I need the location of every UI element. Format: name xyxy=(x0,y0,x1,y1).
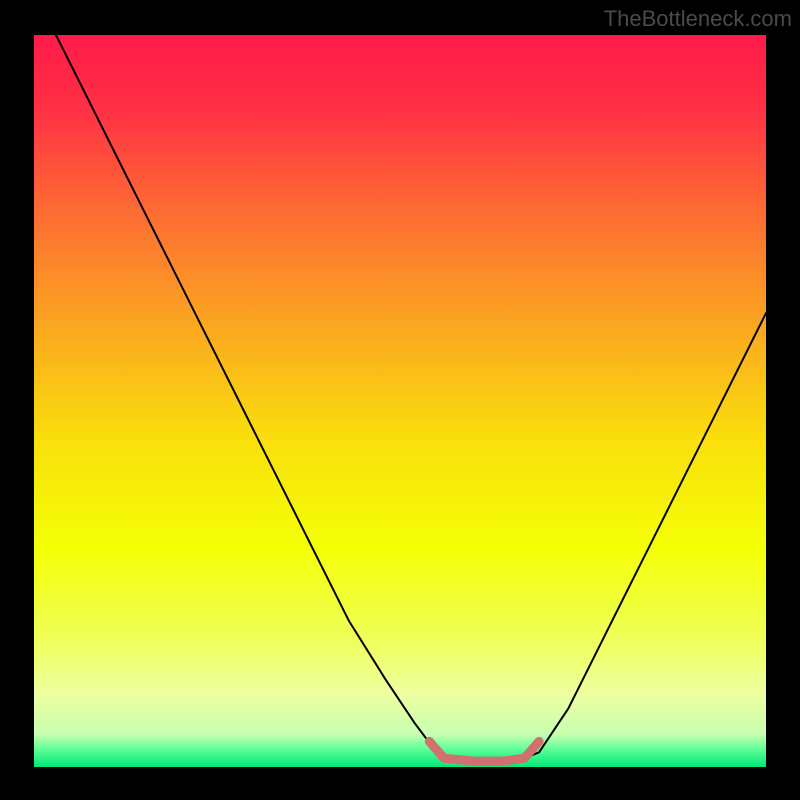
watermark-text: TheBottleneck.com xyxy=(604,6,792,32)
plot-svg xyxy=(34,35,766,767)
chart-container: TheBottleneck.com xyxy=(0,0,800,800)
plot-area xyxy=(34,35,766,767)
plot-background xyxy=(34,35,766,767)
